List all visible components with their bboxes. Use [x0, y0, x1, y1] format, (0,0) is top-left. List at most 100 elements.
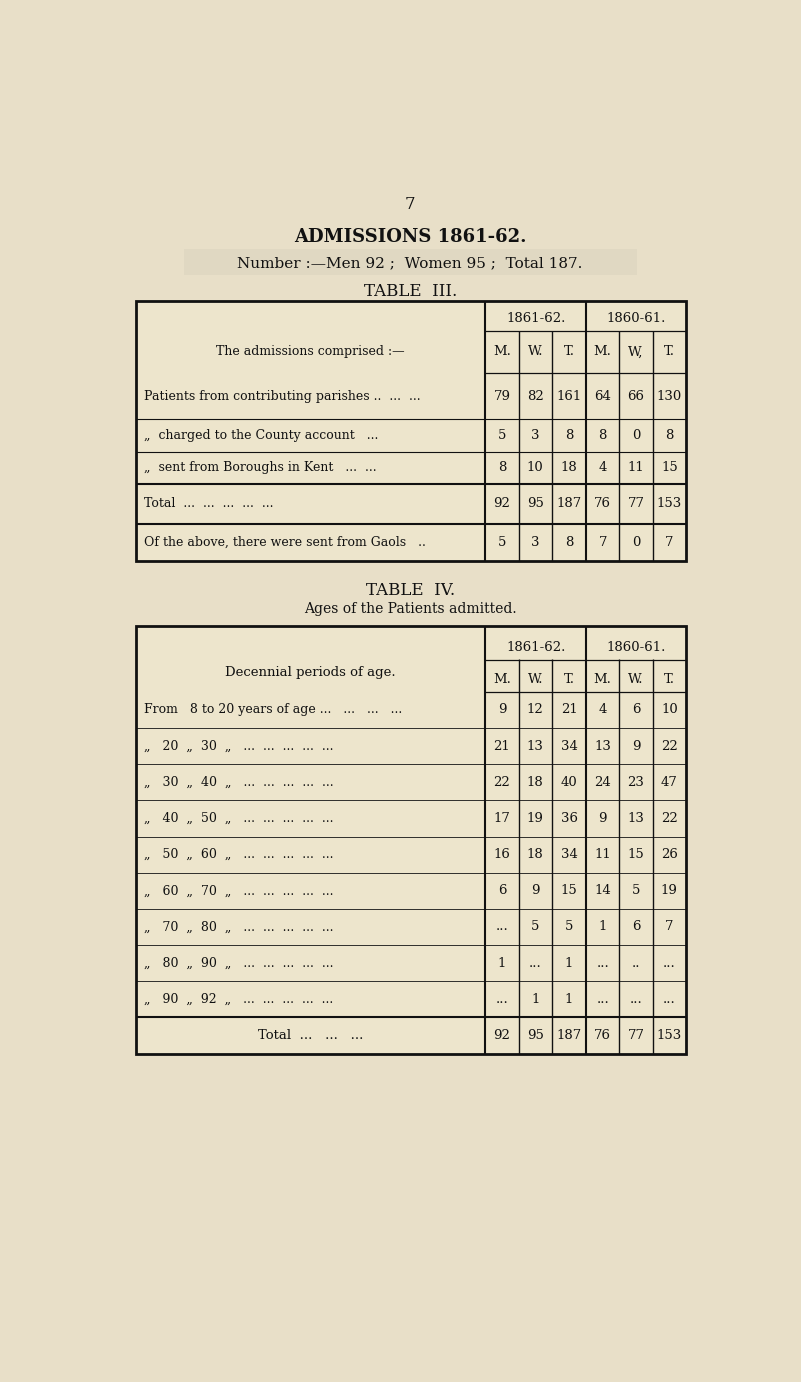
Text: 8: 8 — [598, 428, 607, 442]
Text: Of the above, there were sent from Gaols   ..: Of the above, there were sent from Gaols… — [143, 536, 425, 549]
Text: 21: 21 — [561, 703, 578, 716]
Text: 47: 47 — [661, 775, 678, 789]
Text: Total  ...   ...   ...: Total ... ... ... — [258, 1030, 363, 1042]
Text: 6: 6 — [632, 703, 640, 716]
Text: ...: ... — [630, 992, 642, 1006]
Text: 1860-61.: 1860-61. — [606, 641, 666, 654]
Text: 187: 187 — [557, 1030, 582, 1042]
Text: 5: 5 — [531, 920, 540, 933]
Text: 153: 153 — [657, 1030, 682, 1042]
Text: Total  ...  ...  ...  ...  ...: Total ... ... ... ... ... — [143, 498, 273, 510]
Text: 66: 66 — [627, 390, 645, 402]
Text: M.: M. — [493, 346, 511, 358]
Text: 9: 9 — [497, 703, 506, 716]
Text: 21: 21 — [493, 739, 510, 753]
Text: 16: 16 — [493, 849, 510, 861]
Text: 5: 5 — [497, 536, 506, 549]
Text: M.: M. — [594, 346, 612, 358]
Text: 1: 1 — [565, 992, 574, 1006]
Text: T.: T. — [563, 673, 574, 685]
Text: „   50  „  60  „   ...  ...  ...  ...  ...: „ 50 „ 60 „ ... ... ... ... ... — [143, 849, 333, 861]
Text: 15: 15 — [628, 849, 645, 861]
Text: 10: 10 — [527, 462, 544, 474]
Text: 18: 18 — [527, 849, 544, 861]
Text: 5: 5 — [565, 920, 574, 933]
Text: 18: 18 — [561, 462, 578, 474]
Text: 1861-62.: 1861-62. — [506, 641, 566, 654]
Text: 1: 1 — [565, 956, 574, 970]
Text: 3: 3 — [531, 536, 540, 549]
Text: 3: 3 — [531, 428, 540, 442]
Text: 13: 13 — [594, 739, 611, 753]
Bar — [136, 301, 686, 561]
Text: ...: ... — [596, 956, 609, 970]
Text: 0: 0 — [632, 428, 640, 442]
Text: 6: 6 — [632, 920, 640, 933]
Bar — [183, 249, 638, 275]
Text: 4: 4 — [598, 462, 607, 474]
Text: T.: T. — [664, 346, 675, 358]
Text: 187: 187 — [557, 498, 582, 510]
Text: 76: 76 — [594, 498, 611, 510]
Text: „   80  „  90  „   ...  ...  ...  ...  ...: „ 80 „ 90 „ ... ... ... ... ... — [143, 956, 333, 970]
Text: 24: 24 — [594, 775, 611, 789]
Text: 36: 36 — [561, 811, 578, 825]
Text: 13: 13 — [527, 739, 544, 753]
Text: 77: 77 — [627, 498, 645, 510]
Text: „   30  „  40  „   ...  ...  ...  ...  ...: „ 30 „ 40 „ ... ... ... ... ... — [143, 775, 333, 789]
Text: „  charged to the County account   ...: „ charged to the County account ... — [143, 428, 378, 442]
Text: 23: 23 — [628, 775, 645, 789]
Text: Decennial periods of age.: Decennial periods of age. — [225, 666, 396, 679]
Text: „   20  „  30  „   ...  ...  ...  ...  ...: „ 20 „ 30 „ ... ... ... ... ... — [143, 739, 333, 753]
Text: T.: T. — [664, 673, 675, 685]
Text: 34: 34 — [561, 739, 578, 753]
Text: 153: 153 — [657, 498, 682, 510]
Text: 1: 1 — [531, 992, 540, 1006]
Text: 11: 11 — [628, 462, 645, 474]
Text: ...: ... — [596, 992, 609, 1006]
Text: 9: 9 — [531, 884, 540, 897]
Text: ...: ... — [496, 920, 509, 933]
Text: TABLE  IV.: TABLE IV. — [365, 582, 455, 598]
Text: „   40  „  50  „   ...  ...  ...  ...  ...: „ 40 „ 50 „ ... ... ... ... ... — [143, 811, 333, 825]
Text: 9: 9 — [632, 739, 640, 753]
Text: 9: 9 — [598, 811, 607, 825]
Text: 7: 7 — [598, 536, 607, 549]
Text: ...: ... — [663, 956, 676, 970]
Text: 13: 13 — [628, 811, 645, 825]
Text: 6: 6 — [497, 884, 506, 897]
Text: 95: 95 — [527, 498, 544, 510]
Text: 79: 79 — [493, 390, 510, 402]
Text: 26: 26 — [661, 849, 678, 861]
Text: Number :—Men 92 ;  Women 95 ;  Total 187.: Number :—Men 92 ; Women 95 ; Total 187. — [237, 256, 583, 269]
Text: 8: 8 — [565, 428, 574, 442]
Text: 15: 15 — [661, 462, 678, 474]
Text: 92: 92 — [493, 1030, 510, 1042]
Text: 64: 64 — [594, 390, 611, 402]
Text: ADMISSIONS 1861-62.: ADMISSIONS 1861-62. — [294, 228, 526, 246]
Text: 161: 161 — [557, 390, 582, 402]
Text: 8: 8 — [565, 536, 574, 549]
Text: Patients from contributing parishes ..  ...  ...: Patients from contributing parishes .. .… — [143, 390, 421, 402]
Text: Ages of the Patients admitted.: Ages of the Patients admitted. — [304, 601, 517, 615]
Text: M.: M. — [493, 673, 511, 685]
Text: 34: 34 — [561, 849, 578, 861]
Text: 82: 82 — [527, 390, 544, 402]
Text: „   60  „  70  „   ...  ...  ...  ...  ...: „ 60 „ 70 „ ... ... ... ... ... — [143, 884, 333, 897]
Text: 11: 11 — [594, 849, 611, 861]
Text: 4: 4 — [598, 703, 607, 716]
Text: 95: 95 — [527, 1030, 544, 1042]
Text: W,: W, — [628, 346, 644, 358]
Text: 19: 19 — [527, 811, 544, 825]
Text: 5: 5 — [632, 884, 640, 897]
Text: 76: 76 — [594, 1030, 611, 1042]
Text: 15: 15 — [561, 884, 578, 897]
Text: 7: 7 — [665, 920, 674, 933]
Text: W.: W. — [628, 673, 644, 685]
Text: W.: W. — [528, 346, 543, 358]
Text: 1: 1 — [497, 956, 506, 970]
Text: „   90  „  92  „   ...  ...  ...  ...  ...: „ 90 „ 92 „ ... ... ... ... ... — [143, 992, 332, 1006]
Text: 5: 5 — [497, 428, 506, 442]
Text: ...: ... — [496, 992, 509, 1006]
Text: The admissions comprised :—: The admissions comprised :— — [216, 346, 405, 358]
